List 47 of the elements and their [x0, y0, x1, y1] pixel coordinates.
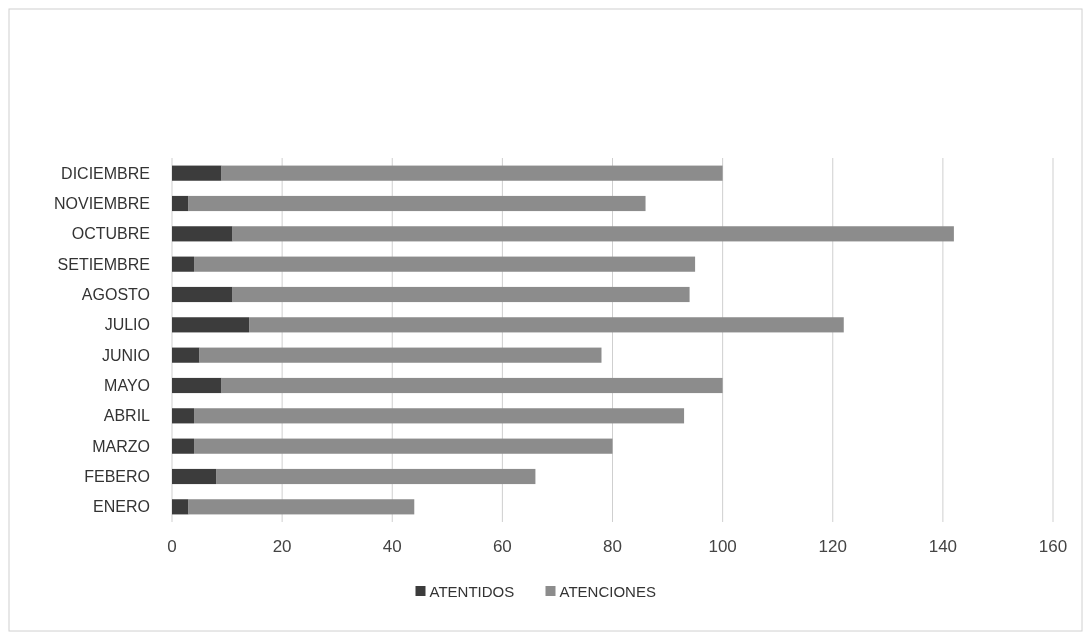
y-tick-label: ABRIL [103, 407, 151, 425]
y-tick-label: FEBERO [84, 468, 150, 486]
y-tick-label: MARZO [92, 437, 150, 455]
x-tick-label: 0 [167, 537, 177, 556]
x-tick-label: 80 [603, 537, 622, 556]
bar [172, 286, 233, 303]
y-tick-label: AGOSTO [81, 286, 150, 304]
x-tick-label: 20 [272, 537, 292, 556]
x-tick-label: 40 [382, 537, 402, 556]
y-tick-label: JULIO [104, 316, 150, 334]
bar [232, 286, 690, 303]
y-tick-label: JUNIO [102, 346, 150, 364]
bar [172, 408, 195, 424]
x-tick-label: 160 [1038, 537, 1068, 556]
bar [172, 226, 233, 242]
legend-label: ATENTIDOS [429, 583, 515, 601]
y-tick-label: SETIEMBRE [57, 255, 150, 273]
bar [194, 408, 685, 424]
bar [249, 317, 844, 333]
y-tick-label: MAYO [104, 377, 150, 395]
bar [221, 377, 723, 394]
bar [172, 347, 200, 363]
bar [172, 256, 195, 272]
bar [194, 256, 696, 272]
bar [172, 377, 222, 394]
bar [188, 195, 646, 212]
bar [232, 226, 954, 242]
bar [199, 347, 602, 363]
bar [172, 317, 250, 333]
x-tick-label: 140 [928, 537, 958, 556]
legend-label: ATENCIONES [559, 583, 656, 601]
y-tick-label: DICIEMBRE [61, 164, 150, 182]
x-tick-label: 120 [818, 537, 847, 556]
y-tick-label: ENERO [93, 498, 150, 516]
bar [188, 499, 415, 515]
x-tick-label: 60 [492, 537, 512, 556]
x-tick-label: 100 [708, 537, 737, 556]
bar [172, 499, 189, 515]
bar [172, 438, 195, 454]
bar [221, 165, 723, 181]
bar [172, 468, 217, 485]
bar [216, 468, 536, 485]
y-tick-label: NOVIEMBRE [53, 195, 150, 213]
bar [194, 438, 613, 454]
y-tick-label: OCTUBRE [71, 225, 150, 243]
bar [172, 195, 189, 212]
bar [172, 165, 222, 181]
